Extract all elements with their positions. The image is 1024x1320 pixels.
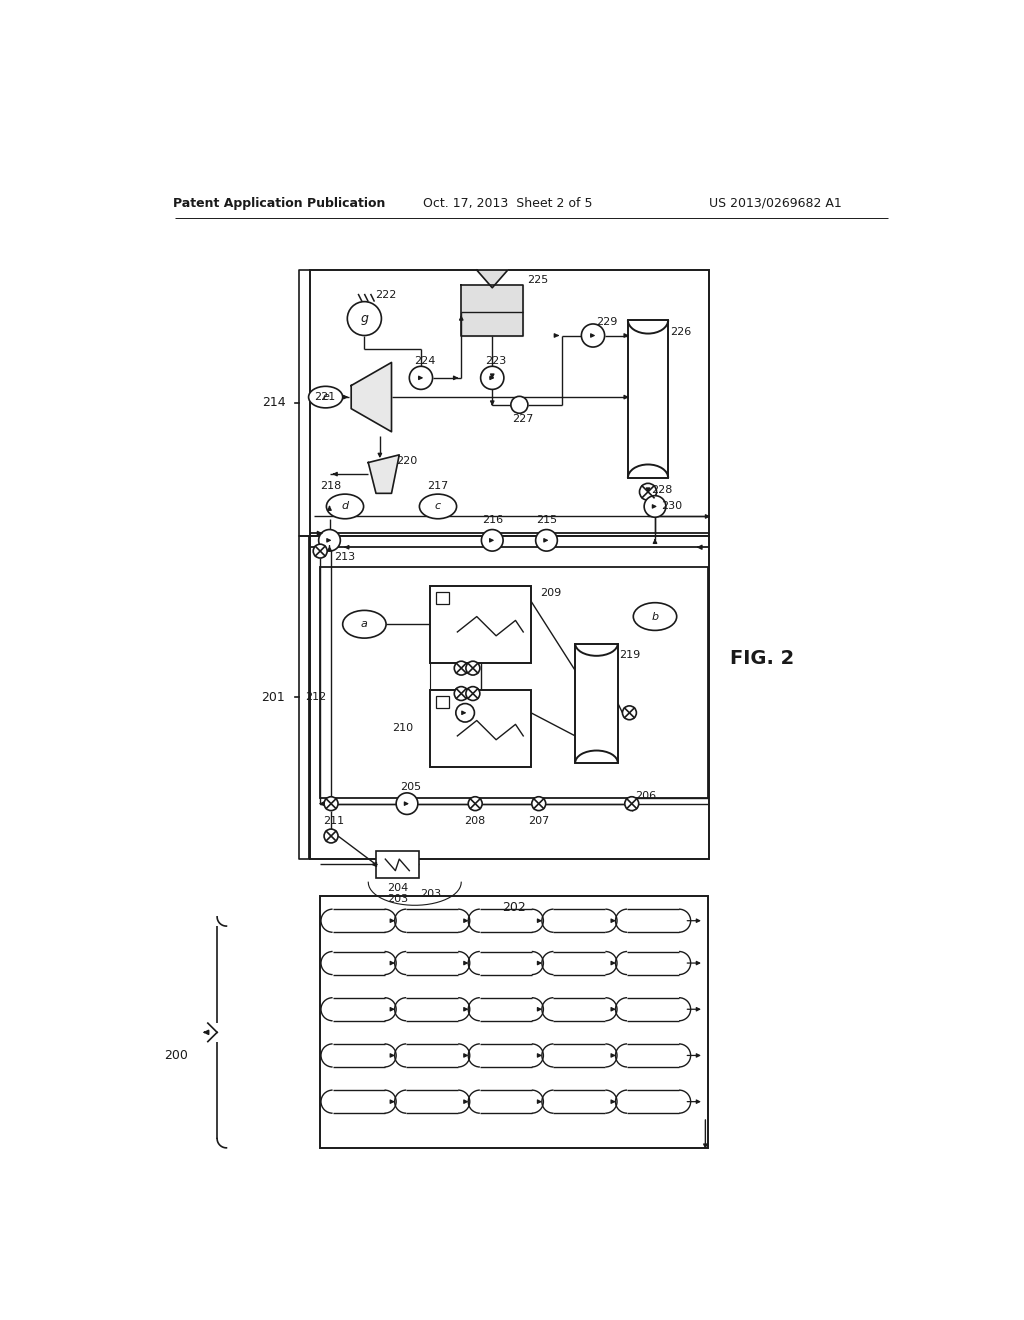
Polygon shape xyxy=(477,271,508,288)
Polygon shape xyxy=(461,285,523,335)
Text: 212: 212 xyxy=(305,693,327,702)
Text: 221: 221 xyxy=(314,392,336,403)
Circle shape xyxy=(456,704,474,722)
Text: US 2013/0269682 A1: US 2013/0269682 A1 xyxy=(709,197,842,210)
Text: 218: 218 xyxy=(321,482,342,491)
Circle shape xyxy=(480,367,504,389)
Text: 213: 213 xyxy=(335,552,355,562)
Text: 209: 209 xyxy=(540,589,561,598)
Circle shape xyxy=(347,302,381,335)
Text: FIG. 2: FIG. 2 xyxy=(730,649,794,668)
Text: 206: 206 xyxy=(635,791,656,801)
Circle shape xyxy=(481,529,503,552)
Bar xyxy=(575,644,617,763)
Ellipse shape xyxy=(308,387,343,408)
Bar xyxy=(430,689,531,767)
Circle shape xyxy=(625,797,639,810)
Circle shape xyxy=(318,529,340,552)
Text: 219: 219 xyxy=(618,649,640,660)
Text: a: a xyxy=(360,619,368,630)
Circle shape xyxy=(466,686,480,701)
Bar xyxy=(436,591,449,605)
Text: d: d xyxy=(341,502,348,511)
Text: 200: 200 xyxy=(164,1049,187,1063)
Ellipse shape xyxy=(633,603,677,631)
Text: 208: 208 xyxy=(465,816,485,825)
Circle shape xyxy=(455,661,468,675)
Text: 223: 223 xyxy=(485,356,507,366)
Circle shape xyxy=(644,496,666,517)
Text: 220: 220 xyxy=(396,455,418,466)
Text: Oct. 17, 2013  Sheet 2 of 5: Oct. 17, 2013 Sheet 2 of 5 xyxy=(423,197,593,210)
Circle shape xyxy=(324,829,338,843)
Text: 229: 229 xyxy=(596,317,617,326)
Circle shape xyxy=(468,797,482,810)
Bar xyxy=(321,896,708,1148)
Text: 214: 214 xyxy=(262,396,286,409)
Ellipse shape xyxy=(327,494,364,519)
Text: 201: 201 xyxy=(261,690,286,704)
Text: g: g xyxy=(360,312,369,325)
Text: c: c xyxy=(435,502,441,511)
Text: 216: 216 xyxy=(481,515,503,525)
Circle shape xyxy=(410,367,432,389)
Circle shape xyxy=(623,706,636,719)
Polygon shape xyxy=(351,363,391,432)
Polygon shape xyxy=(369,455,399,494)
Circle shape xyxy=(313,544,328,558)
Bar xyxy=(436,696,449,708)
Text: 227: 227 xyxy=(513,413,534,424)
Ellipse shape xyxy=(343,610,386,638)
Text: Patent Application Publication: Patent Application Publication xyxy=(173,197,385,210)
Text: 203: 203 xyxy=(387,894,409,904)
Circle shape xyxy=(582,323,604,347)
Text: 228: 228 xyxy=(651,486,673,495)
Text: 210: 210 xyxy=(392,723,414,733)
Circle shape xyxy=(396,793,418,814)
Circle shape xyxy=(455,686,468,701)
Text: 207: 207 xyxy=(528,816,549,825)
Text: 211: 211 xyxy=(323,816,344,825)
Text: 224: 224 xyxy=(414,356,435,366)
Circle shape xyxy=(640,483,656,500)
Text: 217: 217 xyxy=(427,482,449,491)
Circle shape xyxy=(466,661,480,675)
Text: 230: 230 xyxy=(662,502,683,511)
Bar xyxy=(310,536,710,859)
Bar xyxy=(628,321,669,478)
Circle shape xyxy=(531,797,546,810)
Text: 202: 202 xyxy=(502,902,526,915)
Bar xyxy=(310,271,710,536)
Text: 205: 205 xyxy=(400,781,422,792)
Text: b: b xyxy=(651,611,658,622)
Circle shape xyxy=(324,797,338,810)
Ellipse shape xyxy=(420,494,457,519)
Text: 225: 225 xyxy=(527,275,549,285)
Circle shape xyxy=(536,529,557,552)
Bar xyxy=(376,851,419,878)
Text: 226: 226 xyxy=(671,326,692,337)
Text: 203: 203 xyxy=(420,888,440,899)
Text: 204: 204 xyxy=(387,883,409,894)
Text: e: e xyxy=(323,392,329,403)
Bar xyxy=(430,586,531,663)
Text: 215: 215 xyxy=(536,515,557,525)
Circle shape xyxy=(511,396,528,413)
Bar xyxy=(321,566,708,797)
Text: 222: 222 xyxy=(376,290,396,301)
